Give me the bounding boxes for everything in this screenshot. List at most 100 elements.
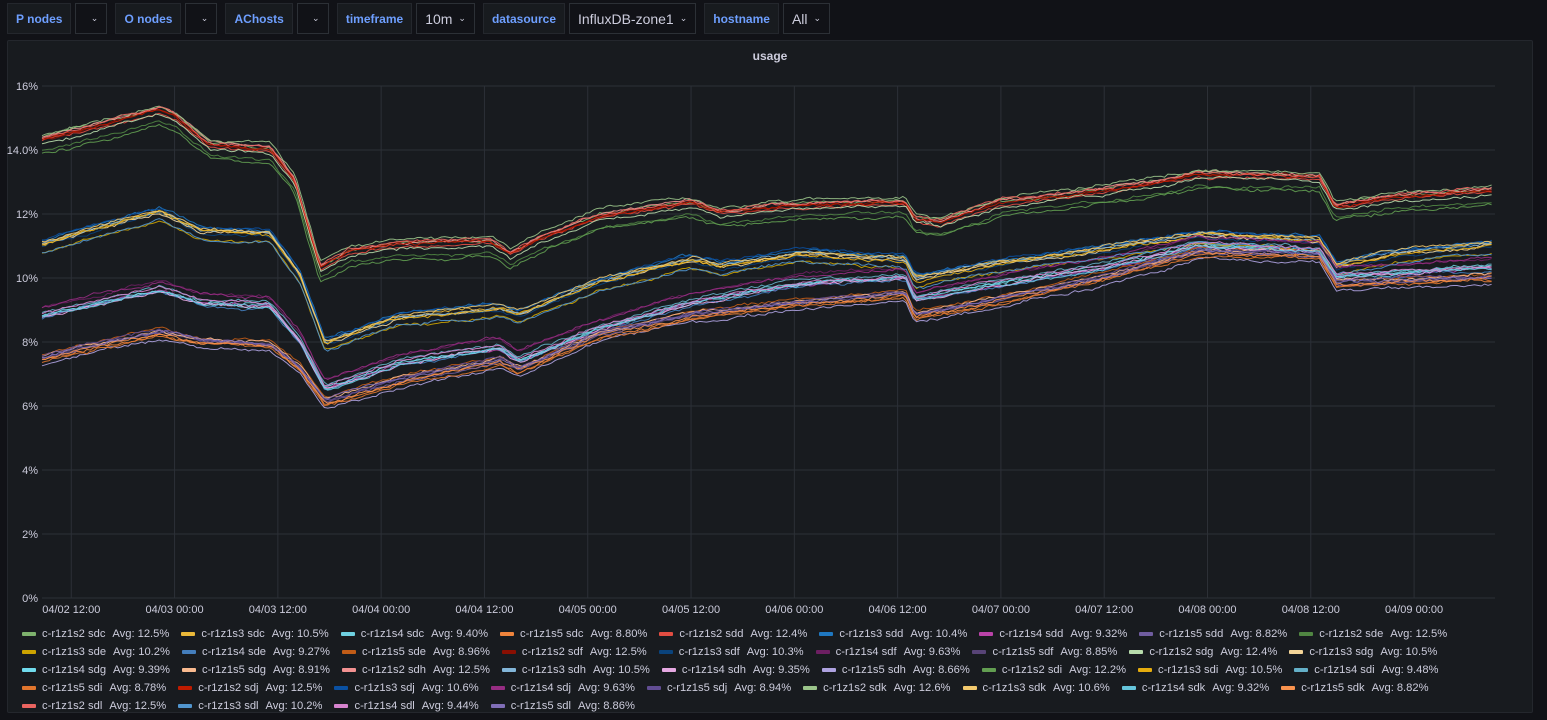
legend-item[interactable]: c-r1z1s5 sdf Avg: 8.85% (972, 644, 1117, 659)
legend-swatch-icon[interactable] (181, 649, 196, 654)
legend-swatch-icon[interactable] (178, 703, 193, 708)
legend-swatch-icon[interactable] (501, 667, 516, 672)
legend-swatch-icon[interactable] (341, 667, 356, 672)
legend-item[interactable]: c-r1z1s5 sdd Avg: 8.82% (1139, 626, 1287, 641)
legend-item[interactable]: c-r1z1s5 sdi Avg: 8.78% (22, 680, 166, 695)
legend-item[interactable]: c-r1z1s2 sdk Avg: 12.6% (803, 680, 951, 695)
timeframe-dropdown[interactable]: 10m ⌄ (416, 3, 475, 34)
legend-swatch-icon[interactable] (340, 631, 355, 636)
legend-item[interactable]: c-r1z1s4 sdk Avg: 9.32% (1121, 680, 1269, 695)
legend-item[interactable]: c-r1z1s4 sde Avg: 9.27% (181, 644, 330, 659)
legend-item[interactable]: c-r1z1s4 sdl Avg: 9.44% (334, 698, 479, 713)
achosts-dropdown[interactable]: ⌄ (296, 3, 329, 34)
legend-item[interactable]: c-r1z1s2 sdg Avg: 12.4% (1129, 644, 1277, 659)
legend-item[interactable]: c-r1z1s3 sde Avg: 10.2% (22, 644, 170, 659)
y-tick-label: 6% (22, 401, 38, 413)
legend-swatch-icon[interactable] (181, 631, 196, 636)
legend-swatch-icon[interactable] (661, 667, 676, 672)
legend-swatch-icon[interactable] (1129, 649, 1144, 654)
legend-swatch-icon[interactable] (334, 685, 349, 690)
legend-item[interactable]: c-r1z1s5 sde Avg: 8.96% (341, 644, 490, 659)
legend-swatch-icon[interactable] (815, 649, 830, 654)
legend-item[interactable]: c-r1z1s5 sdk Avg: 8.82% (1281, 680, 1429, 695)
legend-item[interactable]: c-r1z1s2 sdh Avg: 12.5% (341, 662, 490, 677)
legend-item[interactable]: c-r1z1s4 sdj Avg: 9.63% (490, 680, 635, 695)
legend-swatch-icon[interactable] (490, 685, 505, 690)
legend-series-name: c-r1z1s3 sdj (354, 681, 415, 694)
legend-avg-label: Avg: (734, 681, 757, 694)
legend-swatch-icon[interactable] (962, 685, 977, 690)
legend-item[interactable]: c-r1z1s3 sdc Avg: 10.5% (181, 626, 329, 641)
legend-item[interactable]: c-r1z1s3 sdg Avg: 10.5% (1289, 644, 1437, 659)
legend-item[interactable]: c-r1z1s2 sdf Avg: 12.5% (501, 644, 647, 659)
legend-swatch-icon[interactable] (979, 631, 994, 636)
legend-swatch-icon[interactable] (341, 649, 356, 654)
y-tick-label: 2% (22, 529, 38, 541)
panel-title[interactable]: usage (752, 49, 788, 63)
legend-swatch-icon[interactable] (22, 685, 36, 690)
legend-avg-value: 10.5% (1250, 663, 1283, 676)
legend-item[interactable]: c-r1z1s4 sdd Avg: 9.32% (979, 626, 1127, 641)
legend-item[interactable]: c-r1z1s2 sdd Avg: 12.4% (659, 626, 807, 641)
legend-swatch-icon[interactable] (500, 631, 515, 636)
legend-item[interactable]: c-r1z1s5 sdj Avg: 8.94% (646, 680, 791, 695)
legend-swatch-icon[interactable] (803, 685, 818, 690)
legend-item[interactable]: c-r1z1s5 sdh Avg: 8.66% (821, 662, 970, 677)
legend-swatch-icon[interactable] (658, 649, 673, 654)
legend-swatch-icon[interactable] (1294, 667, 1309, 672)
series-line-c-r1z1s5-sdh (41, 256, 1492, 409)
legend-swatch-icon[interactable] (821, 667, 836, 672)
legend-series-name: c-r1z1s2 sde (1319, 627, 1384, 640)
legend-swatch-icon[interactable] (22, 649, 36, 654)
series-line-c-r1z1s4-sdc (41, 242, 1492, 390)
legend-swatch-icon[interactable] (181, 667, 196, 672)
legend-item[interactable]: c-r1z1s3 sdh Avg: 10.5% (501, 662, 650, 677)
legend-item[interactable]: c-r1z1s4 sdg Avg: 9.39% (22, 662, 170, 677)
legend-item[interactable]: c-r1z1s5 sdl Avg: 8.86% (490, 698, 635, 713)
legend-item[interactable]: c-r1z1s4 sdf Avg: 9.63% (815, 644, 960, 659)
legend-item[interactable]: c-r1z1s2 sdj Avg: 12.5% (178, 680, 322, 695)
legend-swatch-icon[interactable] (1281, 685, 1296, 690)
legend-avg-value: 12.5% (458, 663, 490, 676)
legend-item[interactable]: c-r1z1s4 sdc Avg: 9.40% (340, 626, 488, 641)
legend-item[interactable]: c-r1z1s3 sdj Avg: 10.6% (334, 680, 479, 695)
legend-item[interactable]: c-r1z1s2 sdc Avg: 12.5% (22, 626, 169, 641)
legend-swatch-icon[interactable] (178, 685, 193, 690)
series-line-c-r1z1s5-sdf (41, 249, 1492, 403)
p-nodes-dropdown[interactable]: ⌄ (75, 3, 108, 34)
legend-item[interactable]: c-r1z1s3 sdd Avg: 10.4% (819, 626, 967, 641)
legend-item[interactable]: c-r1z1s3 sdi Avg: 10.5% (1138, 662, 1282, 677)
legend-item[interactable]: c-r1z1s5 sdc Avg: 8.80% (500, 626, 647, 641)
legend-swatch-icon[interactable] (646, 685, 661, 690)
legend-item[interactable]: c-r1z1s4 sdi Avg: 9.48% (1294, 662, 1439, 677)
hostname-dropdown[interactable]: All ⌄ (782, 3, 831, 34)
o-nodes-dropdown[interactable]: ⌄ (185, 3, 218, 34)
legend-avg-value: 12.5% (1415, 627, 1448, 640)
legend-swatch-icon[interactable] (22, 667, 36, 672)
legend-swatch-icon[interactable] (490, 703, 505, 708)
legend-item[interactable]: c-r1z1s3 sdl Avg: 10.2% (178, 698, 322, 713)
legend-swatch-icon[interactable] (1138, 667, 1153, 672)
x-tick-label: 04/05 12:00 (662, 604, 720, 616)
legend-swatch-icon[interactable] (22, 703, 36, 708)
legend-swatch-icon[interactable] (1121, 685, 1136, 690)
datasource-dropdown[interactable]: InfluxDB-zone1 ⌄ (569, 3, 697, 34)
legend-item[interactable]: c-r1z1s2 sdl Avg: 12.5% (22, 698, 166, 713)
legend-item[interactable]: c-r1z1s2 sdi Avg: 12.2% (981, 662, 1126, 677)
legend-item[interactable]: c-r1z1s3 sdk Avg: 10.6% (962, 680, 1110, 695)
legend-swatch-icon[interactable] (334, 703, 349, 708)
legend-item[interactable]: c-r1z1s3 sdf Avg: 10.3% (658, 644, 804, 659)
legend-item[interactable]: c-r1z1s5 sdg Avg: 8.91% (181, 662, 330, 677)
legend-swatch-icon[interactable] (972, 649, 987, 654)
legend-swatch-icon[interactable] (1299, 631, 1314, 636)
legend-item[interactable]: c-r1z1s4 sdh Avg: 9.35% (661, 662, 810, 677)
legend-swatch-icon[interactable] (1139, 631, 1154, 636)
legend-swatch-icon[interactable] (1289, 649, 1304, 654)
legend-swatch-icon[interactable] (22, 631, 36, 636)
legend-avg-value: 8.78% (134, 681, 167, 694)
legend-swatch-icon[interactable] (659, 631, 674, 636)
legend-swatch-icon[interactable] (501, 649, 516, 654)
legend-swatch-icon[interactable] (819, 631, 834, 636)
legend-item[interactable]: c-r1z1s2 sde Avg: 12.5% (1299, 626, 1447, 641)
legend-swatch-icon[interactable] (981, 667, 996, 672)
